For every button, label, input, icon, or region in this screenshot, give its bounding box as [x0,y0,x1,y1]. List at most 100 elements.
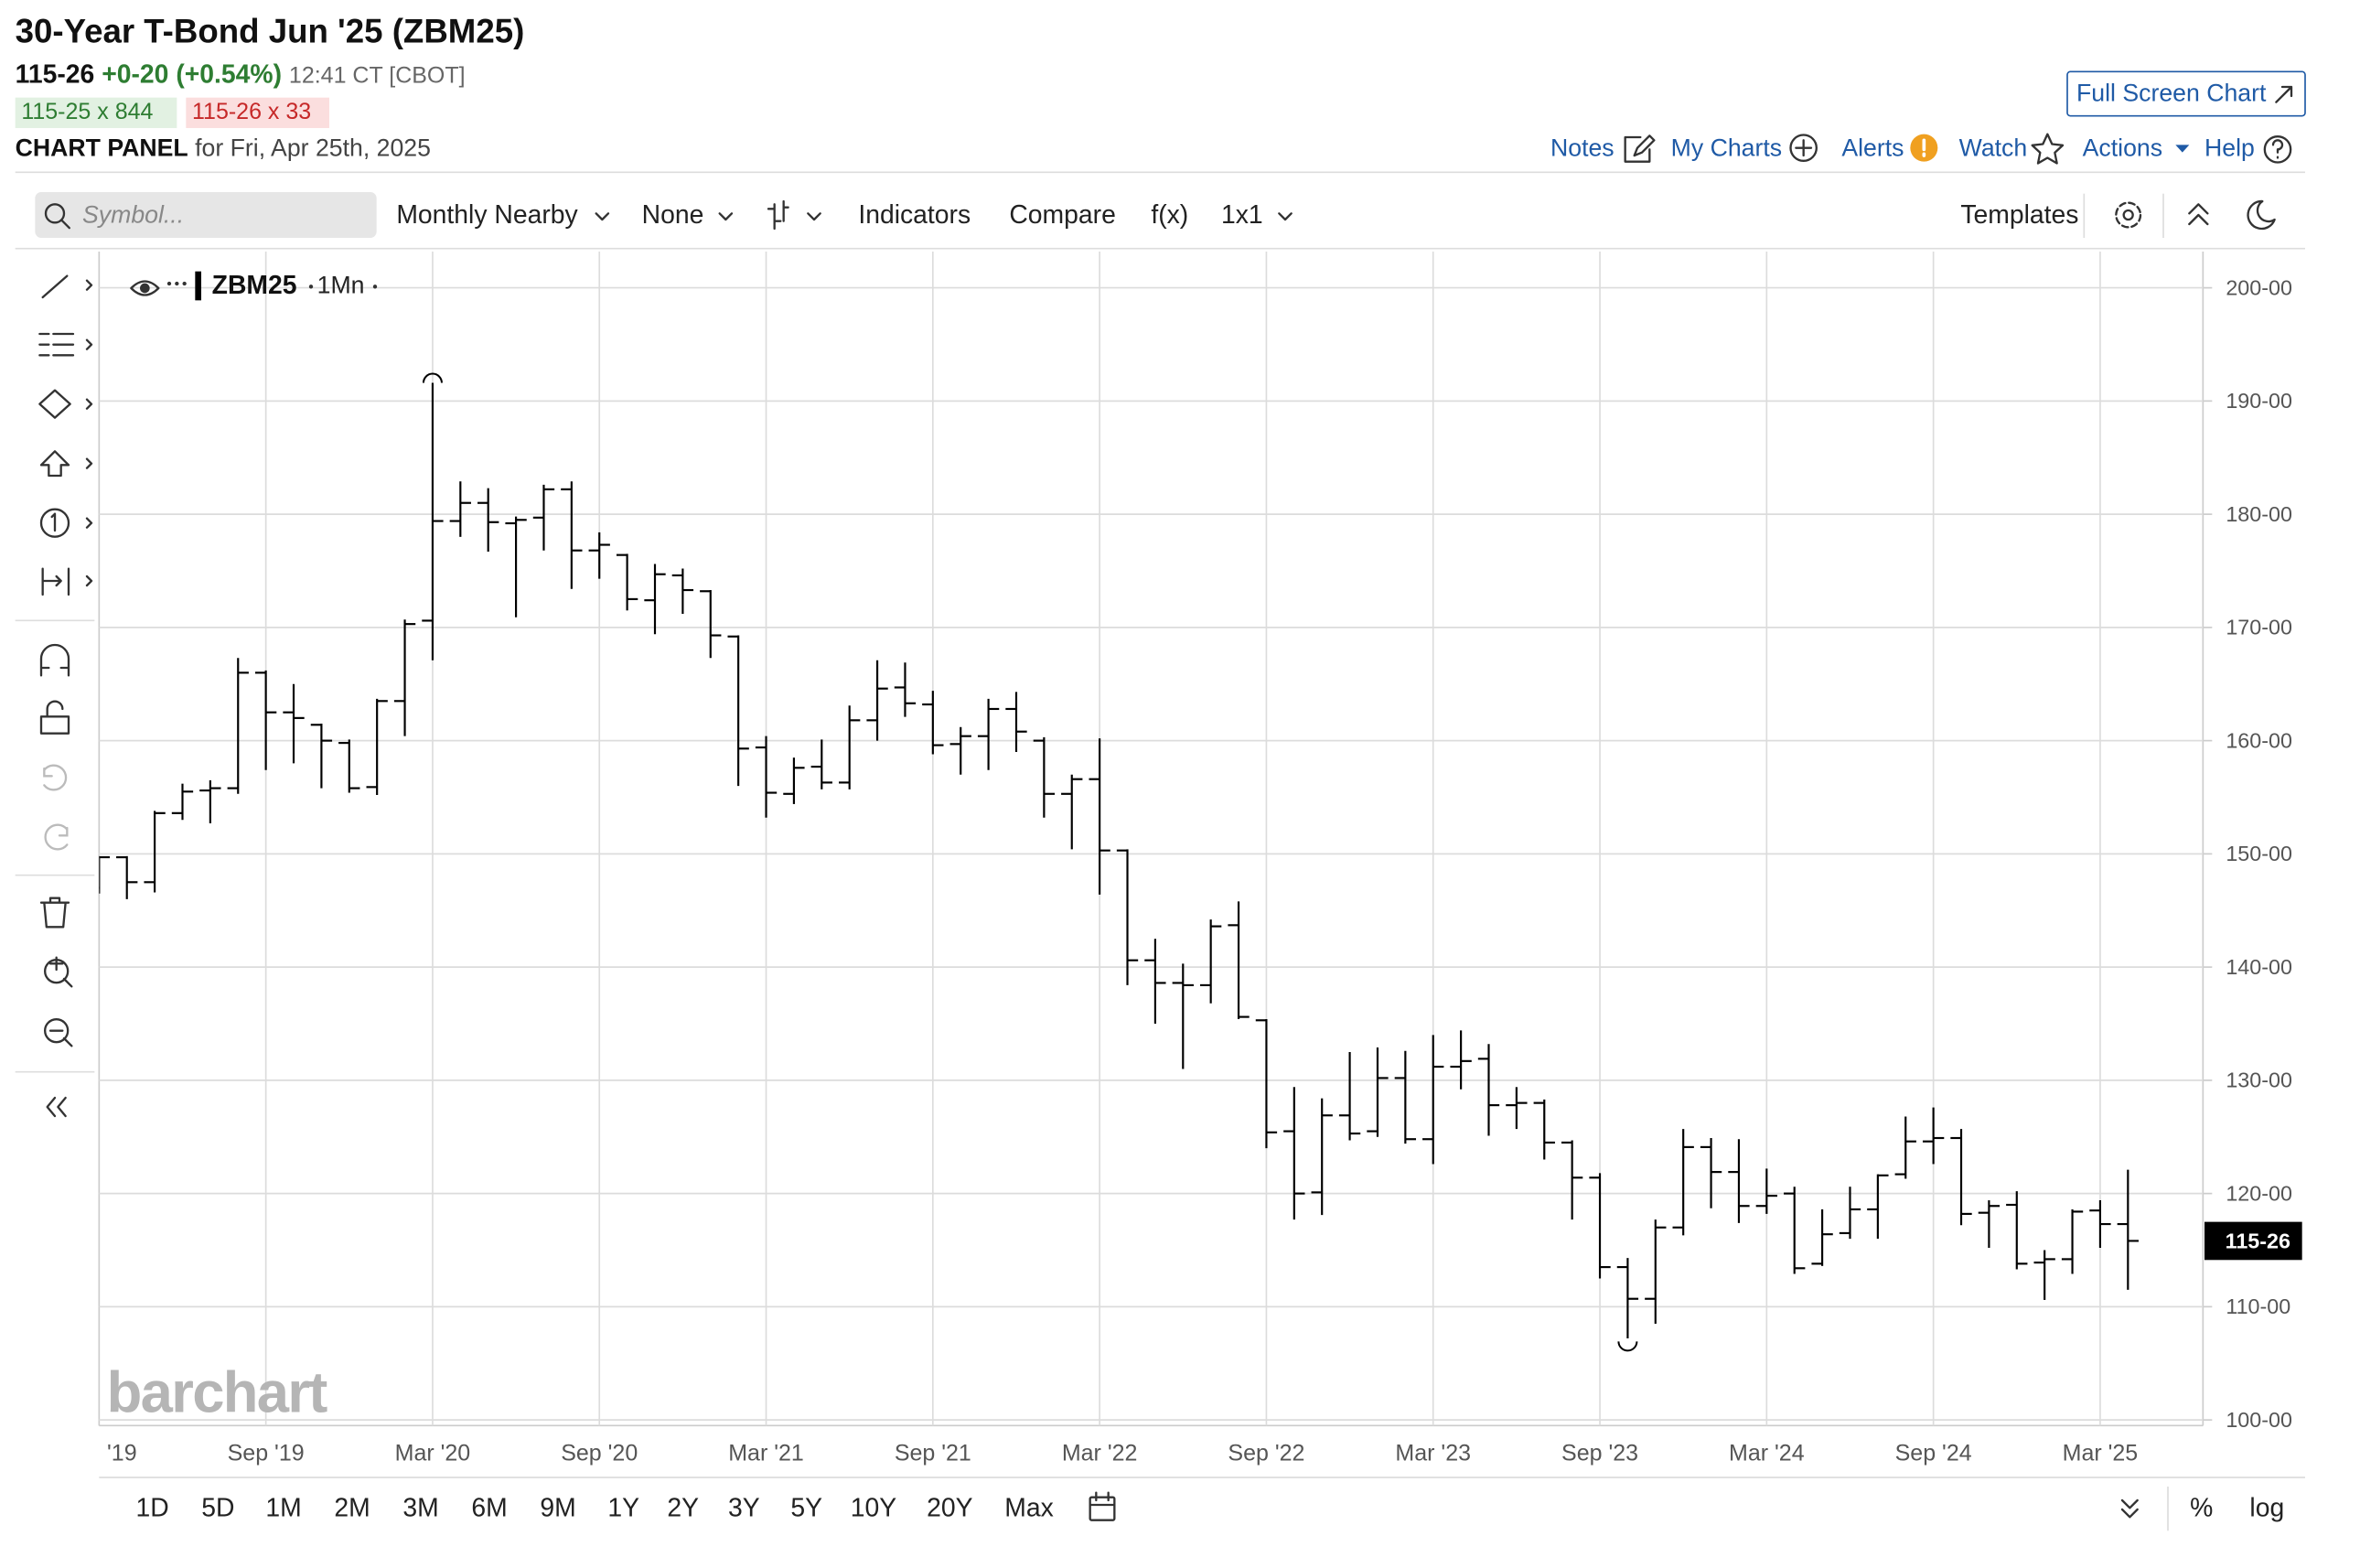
actions-caret [2175,145,2190,153]
my-charts-icon [1789,134,1818,162]
low-marker [1617,1341,1638,1352]
chevron [1278,212,1293,221]
ask: 115-26 x 33 [192,99,311,124]
nav-notes[interactable]: Notes [1550,134,1614,161]
legend-menu[interactable] [166,281,187,286]
y-tick-label: 180-00 [2226,502,2292,526]
drawing-tools [15,274,95,1118]
x-tick-label: Sep '19 [228,1441,305,1466]
collapse-icon[interactable] [2188,203,2209,226]
tool-measure[interactable] [41,567,70,596]
tool-arrow[interactable] [39,450,70,478]
nav-actions[interactable]: Actions [2083,134,2162,161]
tool-annotation[interactable] [39,508,70,538]
tool-annotation-mark[interactable] [50,512,57,532]
bid: 115-25 x 844 [21,99,153,124]
full-screen-label[interactable]: Full Screen Chart [2076,79,2267,106]
plot [99,372,2139,1352]
tool-magnet[interactable] [39,643,70,677]
y-tick-label: 100-00 [2226,1408,2292,1432]
x-tick-label: Sep '21 [895,1441,971,1466]
bar-type-icon[interactable] [767,199,789,231]
tool-fib[interactable] [38,332,75,357]
chevron [595,212,610,221]
last-price-box [2204,1221,2302,1261]
legend-symbol: ZBM25 [212,271,297,300]
legend-interval: 1Mn [317,271,365,298]
watermark: barchart [107,1360,328,1424]
change: +0-20 [102,60,168,90]
x-tick-label: Mar '24 [1729,1441,1805,1466]
panel-label: CHART PANEL [16,134,188,161]
timeframe-button[interactable]: 3M [402,1493,438,1522]
y-tick-label: 110-00 [2226,1294,2290,1318]
tool-lock[interactable] [39,700,70,735]
nav-my-charts[interactable]: My Charts [1671,134,1782,161]
calendar-icon[interactable] [1089,1491,1116,1521]
percent-toggle[interactable]: % [2190,1493,2213,1522]
tool-delete[interactable] [39,897,70,929]
timeframe-button[interactable]: 5Y [790,1493,822,1522]
y-tick-label: 190-00 [2226,389,2292,413]
quote-line: 115-26 +0-20 (+0.54%) 12:41 CT [CBOT] [16,60,466,90]
compare-button[interactable]: Compare [1009,200,1116,230]
search-placeholder[interactable]: Symbol... [82,201,184,229]
legend-swatch [195,271,202,301]
timeframe-button[interactable]: 20Y [927,1493,973,1522]
overlay-select[interactable]: None [642,200,704,230]
y-tick-label: 160-00 [2226,728,2292,752]
settings-icon[interactable] [2115,201,2142,229]
panel-line: CHART PANEL for Fri, Apr 25th, 2025 [16,134,431,161]
indicators-button[interactable]: Indicators [858,200,971,230]
timeframe-button[interactable]: Max [1004,1493,1054,1522]
layout-select[interactable]: 1x1 [1221,200,1263,230]
tool-collapse[interactable] [46,1096,67,1118]
timeframe-button[interactable]: 2Y [667,1493,699,1522]
y-tick-label: 140-00 [2226,955,2292,979]
theme-icon[interactable] [2247,199,2276,231]
x-tick-label: Mar '25 [2063,1441,2139,1466]
high-marker [422,372,443,383]
y-tick-label: 200-00 [2226,275,2292,299]
timeframe-button[interactable]: 6M [471,1493,507,1522]
tool-zoom-out-ring[interactable] [44,1017,70,1044]
timeframe-button[interactable]: 1M [265,1493,301,1522]
function-button[interactable]: f(x) [1151,200,1188,230]
axes: 100-00 110-00 120-00 130-00 140-00 150-00 160-… [107,275,2302,1466]
tool-shapes[interactable] [38,389,71,419]
timeframe-button[interactable]: 2M [334,1493,370,1522]
timeframe-button[interactable]: 1D [136,1493,169,1522]
legend-eye[interactable] [130,280,160,296]
timeframe-button[interactable]: 1Y [607,1493,639,1522]
templates-button[interactable]: Templates [1960,200,2078,230]
nav-alerts[interactable]: Alerts [1841,134,1904,161]
ask-box [186,97,330,128]
y-tick-label: 170-00 [2226,616,2292,639]
legend-dot [372,285,378,289]
tool-zoom-in-ring[interactable] [44,958,70,984]
title: 30-Year T-Bond Jun '25 (ZBM25) [16,12,525,49]
timeframe-button[interactable]: 5D [201,1493,234,1522]
tool-zoom-out[interactable] [48,1029,73,1047]
tool-undo[interactable] [43,764,68,791]
x-tick-label: Sep '20 [561,1441,638,1466]
nav-help[interactable]: Help [2204,134,2255,161]
search-box[interactable] [35,192,377,238]
log-toggle[interactable]: log [2249,1493,2284,1522]
tool-redo[interactable] [44,823,69,851]
nav-watch[interactable]: Watch [1959,134,2028,161]
period-select[interactable]: Monthly Nearby [396,200,578,230]
search-icon [44,203,66,224]
expand-icon[interactable] [2120,1498,2139,1519]
last-price: 115-26 [16,60,95,90]
timeframe-button[interactable]: 9M [540,1493,575,1522]
timeframe-button[interactable]: 3Y [728,1493,760,1522]
timeframes: 1D 5D 1M 2M 3M 6M 9M 1Y 2Y 3Y 5Y 10Y 20Y Max [136,1493,1054,1522]
timeframe-button[interactable]: 10Y [851,1493,897,1522]
full-screen-button[interactable] [2066,70,2306,117]
help-icon [2263,134,2292,164]
tool-line[interactable] [41,274,69,299]
panel-date: for Fri, Apr 25th, 2025 [195,134,431,161]
